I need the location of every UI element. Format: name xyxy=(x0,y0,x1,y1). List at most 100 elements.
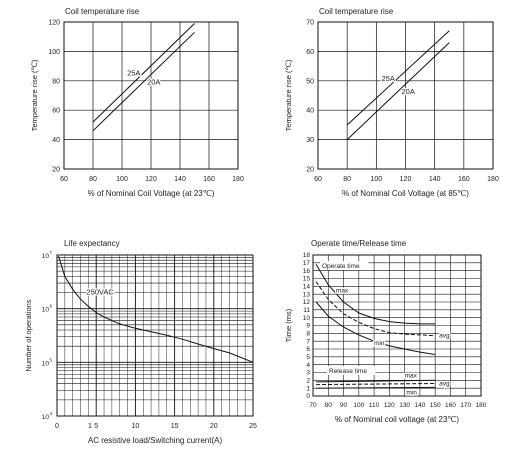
series-line-250vac xyxy=(58,256,254,363)
series-label: min xyxy=(406,389,417,396)
chart-title: Life expectancy xyxy=(64,239,120,248)
x-axis-label: AC resistive load/Switching current(A) xyxy=(88,436,223,445)
x-tick-label: 100 xyxy=(370,176,382,183)
y-tick-label: 15 xyxy=(303,276,311,283)
x-tick-label: 10 xyxy=(132,423,140,430)
y-tick-label: 60 xyxy=(52,108,60,115)
x-axis-label: % of Nominal Coil Voltage (at 85℃) xyxy=(342,189,469,198)
x-tick-label: 0 xyxy=(55,423,59,430)
y-tick-label: 0 xyxy=(306,393,310,400)
series-label: 25A xyxy=(127,69,140,78)
temp-rise-chart-1: 60 80 100 120 140 160 180 20 40 60 80 100 120 Coil te… xyxy=(30,7,244,198)
series-line-25A xyxy=(92,23,195,123)
x-tick-label: 140 xyxy=(414,402,425,409)
y-tick-label: 10 xyxy=(303,315,311,322)
series-label: max xyxy=(336,288,349,295)
y-tick-label: 20 xyxy=(52,167,60,174)
series-line-release-timemin xyxy=(316,386,436,389)
x-tick-label: 120 xyxy=(145,176,157,183)
chart-title: Coil temperature rise xyxy=(65,7,140,16)
series-line-release-timemax xyxy=(316,379,436,383)
x-tick-label: 100 xyxy=(116,176,128,183)
y-tick-label: 70 xyxy=(306,20,314,27)
series-line-25A xyxy=(346,30,450,126)
y-tick-label: 18 xyxy=(303,252,311,259)
x-tick-label: 1 xyxy=(88,423,92,430)
annotation-release-time: Release time xyxy=(329,368,367,375)
y-tick-label: 50 xyxy=(306,78,314,85)
y-tick-label: 8 xyxy=(306,331,310,338)
y-tick-label: 13 xyxy=(303,291,311,298)
series-line-20A xyxy=(346,42,450,140)
series-label: 25A xyxy=(382,74,395,83)
chart1-plot-frame xyxy=(317,21,494,170)
y-tick-label: 17 xyxy=(303,260,311,267)
y-tick-label: 16 xyxy=(303,268,311,275)
y-tick-label: 10 xyxy=(42,414,50,421)
y-axis-label: Temperature rise (℃) xyxy=(30,59,39,131)
y-tick-label: 120 xyxy=(48,20,60,27)
y-tick-label: 12 xyxy=(303,299,311,306)
x-tick-label: 80 xyxy=(343,176,351,183)
x-tick-label: 180 xyxy=(487,176,499,183)
series-line-operate-timemin xyxy=(315,301,436,355)
x-axis-label: % of Nominal coil voltage (at 23℃) xyxy=(335,415,459,424)
x-tick-label: 60 xyxy=(60,176,68,183)
y-tick-label: 60 xyxy=(306,49,314,56)
x-tick-label: 80 xyxy=(89,176,97,183)
x-tick-label: 70 xyxy=(309,402,317,409)
x-tick-label: 160 xyxy=(445,402,456,409)
x-tick-label: 15 xyxy=(171,423,179,430)
y-tick-exponent: 7 xyxy=(50,250,53,255)
series-line-20A xyxy=(92,31,195,132)
x-tick-label: 110 xyxy=(369,402,380,409)
x-tick-label: 120 xyxy=(384,402,395,409)
operate-release-time-chart: 70 80 90 100 110 120 130 140 150 160 170 1800123456… xyxy=(284,239,487,424)
y-tick-label: 40 xyxy=(306,108,314,115)
chart-title: Coil temperature rise xyxy=(319,7,394,16)
y-tick-label: 11 xyxy=(303,307,310,314)
y-axis-label: Time (ms) xyxy=(284,308,293,342)
annotation-operate-time-bg xyxy=(320,261,369,270)
series-label: avg xyxy=(439,333,450,340)
x-tick-label: 150 xyxy=(430,402,441,409)
series-label: min xyxy=(374,340,385,347)
y-axis-label: Temperature rise (℃) xyxy=(284,59,293,131)
series-label: 250VAC xyxy=(86,287,114,296)
optime-plot-frame xyxy=(312,254,482,397)
y-tick-label: 1 xyxy=(306,385,310,392)
y-tick-label: 6 xyxy=(306,346,310,353)
series-line-release-timeavg xyxy=(316,383,436,386)
x-tick-label: 90 xyxy=(340,402,348,409)
temp-rise-chart-2: 60 80 100 120 140 160 180 20 30 40 50 60 70 Coil temp… xyxy=(284,7,499,198)
chart0-plot-frame xyxy=(63,21,239,170)
x-axis-label: % of Nominal Coil Voltage (at 23℃) xyxy=(88,189,215,198)
series-label: 20A xyxy=(147,78,160,87)
x-tick-label: 130 xyxy=(399,402,410,409)
series-line-operate-timemax xyxy=(315,264,436,325)
y-tick-label: 2 xyxy=(306,378,310,385)
x-tick-label: 80 xyxy=(325,402,333,409)
y-tick-label: 20 xyxy=(306,167,314,174)
x-tick-label: 170 xyxy=(460,402,471,409)
annotation-release-time-bg xyxy=(327,366,376,375)
y-tick-exponent: 5 xyxy=(50,357,53,362)
y-tick-label: 4 xyxy=(306,362,310,369)
series-line-operate-timeavg xyxy=(315,281,436,337)
y-tick-label: 30 xyxy=(306,137,314,144)
x-tick-label: 140 xyxy=(174,176,186,183)
series-label: max xyxy=(405,372,418,379)
x-tick-label: 20 xyxy=(210,423,218,430)
y-tick-label: 3 xyxy=(306,370,310,377)
y-tick-label: 9 xyxy=(306,323,310,330)
life-plot-frame xyxy=(56,254,254,417)
x-tick-label: 120 xyxy=(400,176,412,183)
y-tick-label: 14 xyxy=(303,284,311,291)
x-tick-label: 5 xyxy=(94,423,98,430)
x-tick-label: 25 xyxy=(249,423,257,430)
y-tick-label: 7 xyxy=(306,338,310,345)
y-tick-label: 80 xyxy=(52,78,60,85)
x-tick-label: 160 xyxy=(458,176,470,183)
